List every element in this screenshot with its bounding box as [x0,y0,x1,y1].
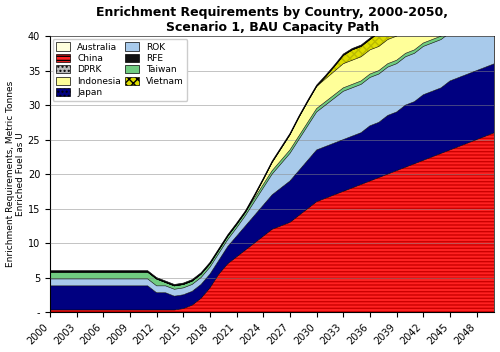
Title: Enrichment Requirements by Country, 2000-2050,
Scenario 1, BAU Capacity Path: Enrichment Requirements by Country, 2000… [96,6,448,33]
Y-axis label: Enrichment Requirements, Metric Tonnes
Enriched Fuel as U: Enrichment Requirements, Metric Tonnes E… [6,81,25,267]
Legend: Australia, China, DPRK, Indonesia, Japan, ROK, RFE, Taiwan, Vietnam: Australia, China, DPRK, Indonesia, Japan… [52,39,188,101]
